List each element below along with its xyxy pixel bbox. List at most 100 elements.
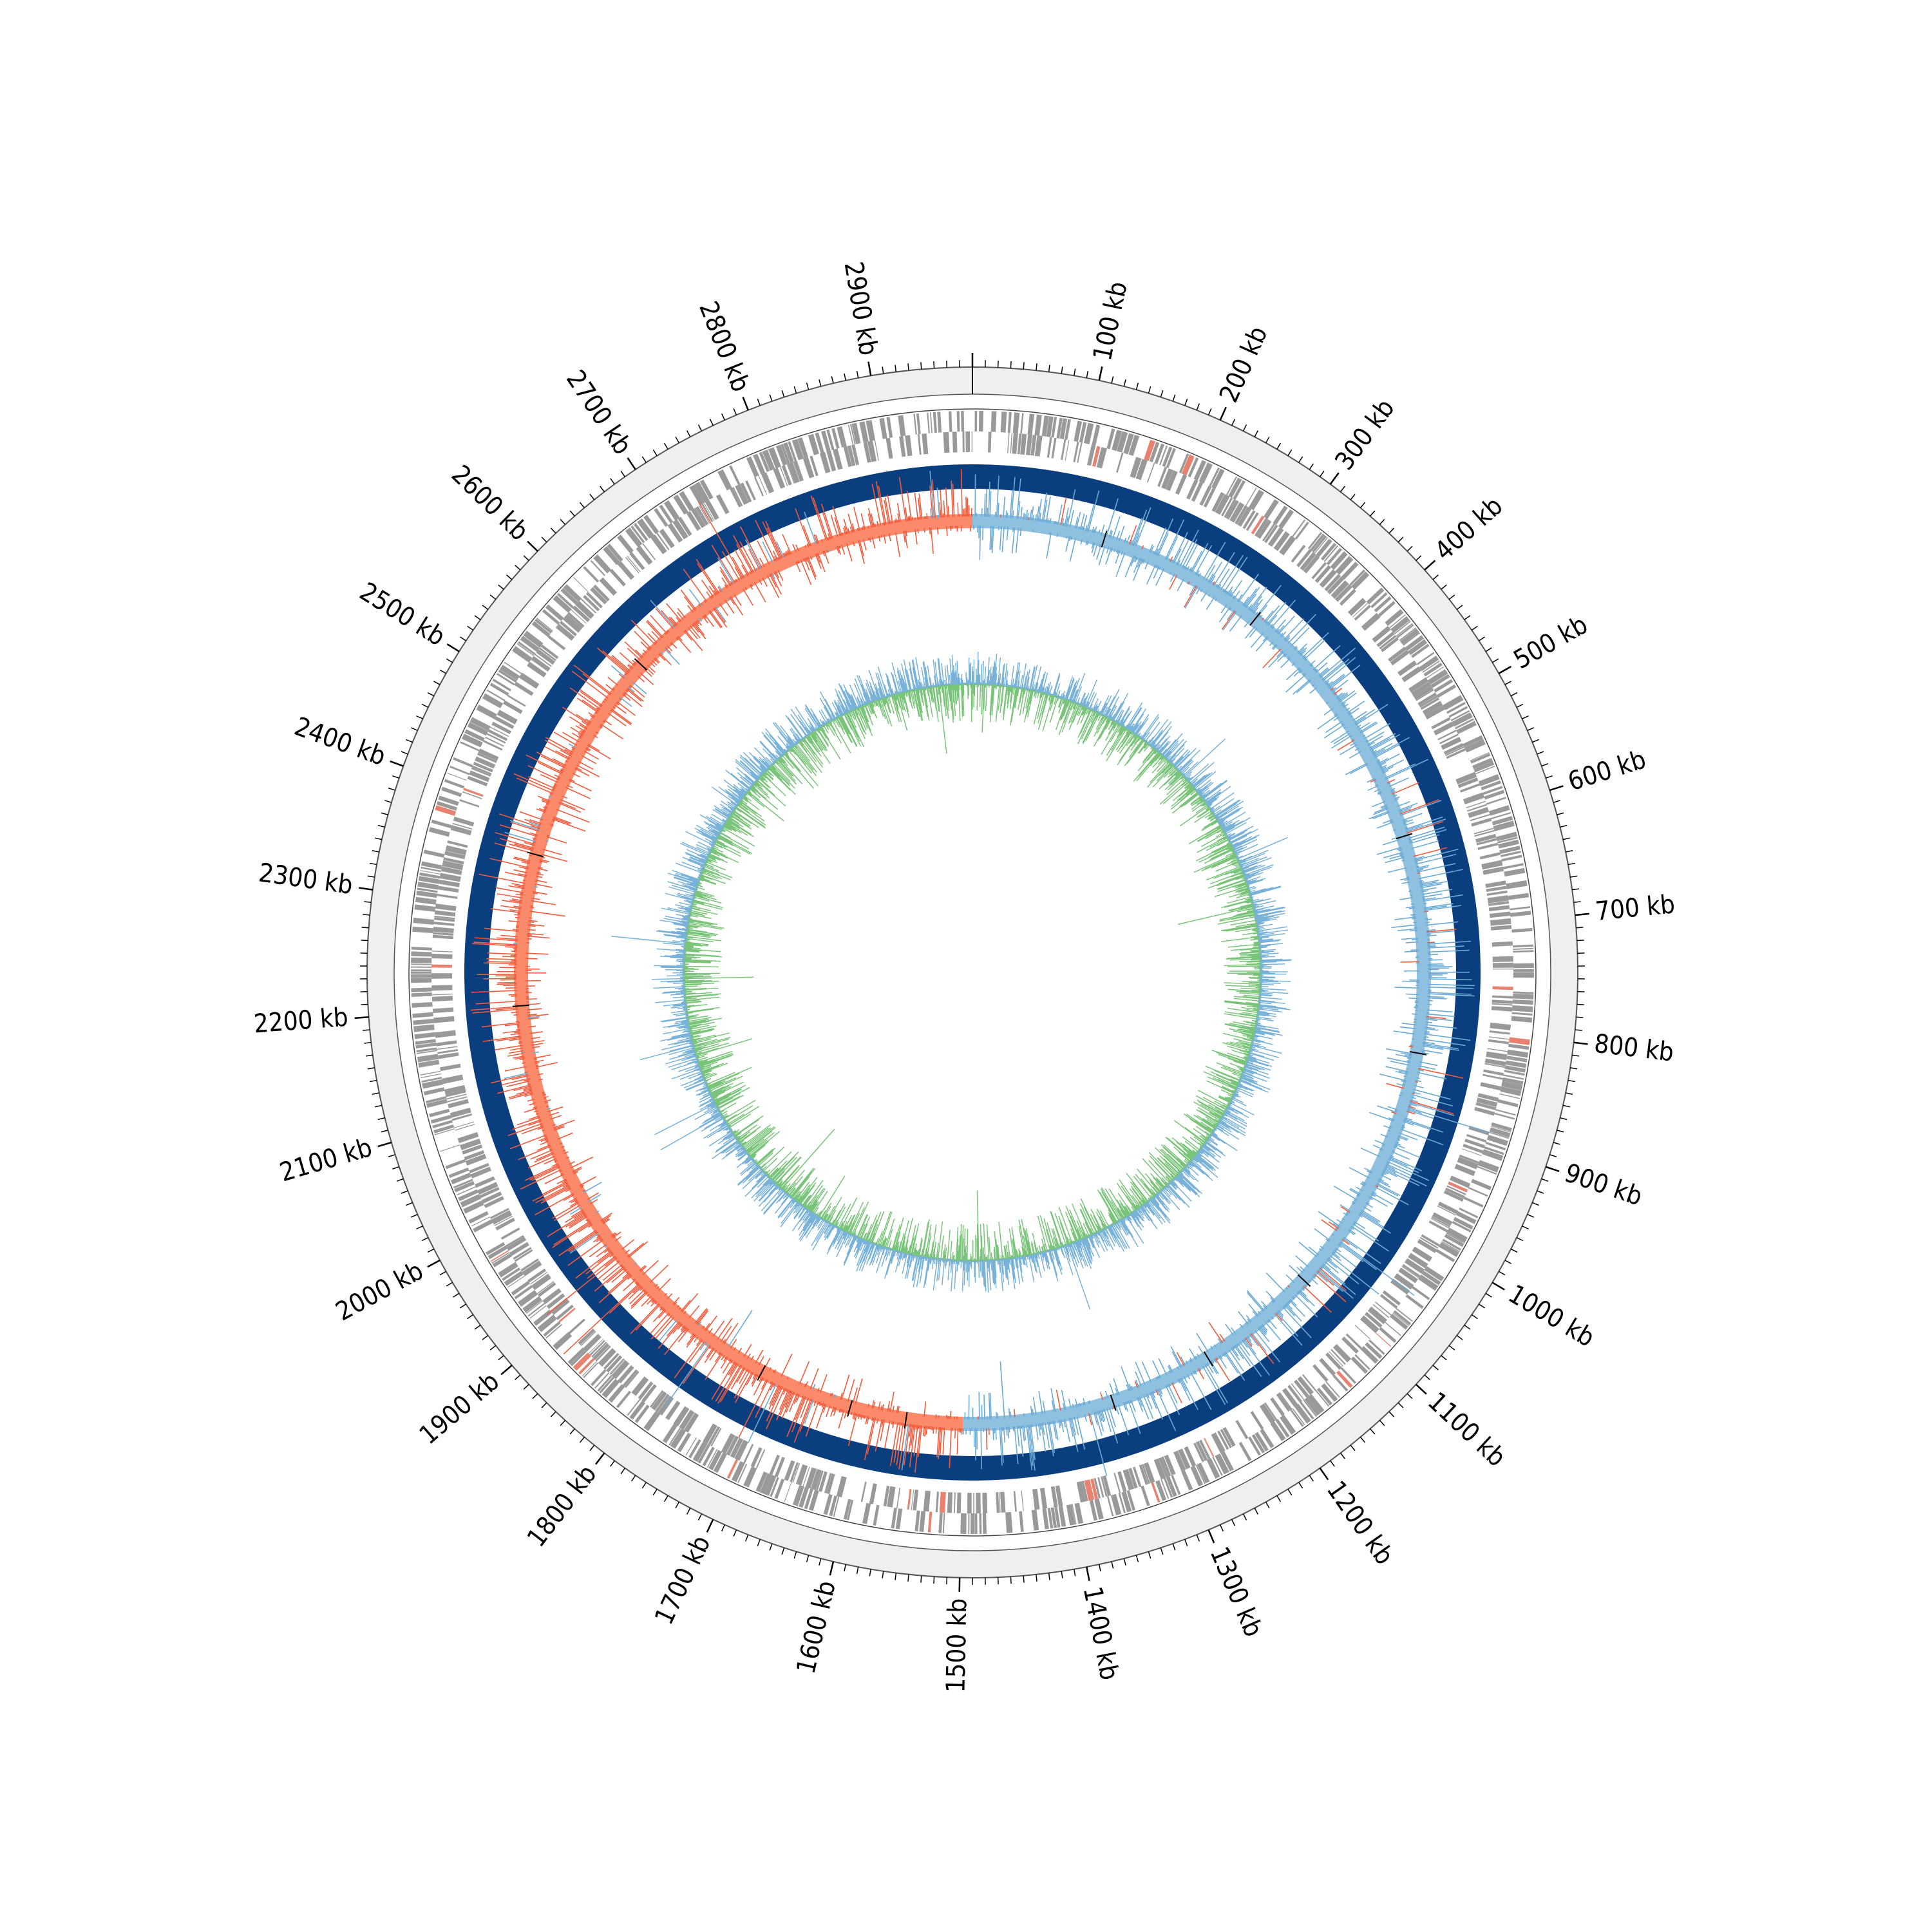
gc-skew-spike: [1086, 540, 1090, 545]
gc-skew-spike: [1146, 1393, 1150, 1398]
cds-feature: [1320, 542, 1337, 561]
gc-skew-spike: [1391, 790, 1396, 793]
gc-skew-spike: [1203, 542, 1226, 580]
cds-feature: [1255, 1432, 1269, 1452]
cds-feature: [677, 1432, 692, 1452]
gc-skew-spike: [833, 1406, 836, 1412]
cds-feature: [1510, 906, 1531, 911]
gc-skew-spike: [1387, 1129, 1391, 1132]
cds-feature: [1498, 839, 1519, 849]
cds-feature: [1211, 492, 1225, 513]
cds-feature: [1502, 863, 1524, 869]
gc-skew-spike: [1145, 1394, 1153, 1410]
gc-skew-spike: [1213, 551, 1235, 586]
gc-skew-spike: [1336, 1218, 1343, 1224]
cds-feature: [1491, 1122, 1512, 1132]
gc-content-spike-out: [1260, 954, 1269, 956]
gc-skew-spike: [1010, 477, 1016, 518]
gc-skew-spike: [1260, 1300, 1268, 1309]
gc-skew-spike: [1084, 1414, 1087, 1422]
gc-skew-spike: [804, 1381, 808, 1388]
cds-feature: [1482, 866, 1504, 875]
cds-feature: [1506, 1057, 1528, 1063]
cds-feature: [1513, 972, 1534, 978]
gc-skew-spike: [1251, 602, 1259, 612]
cds-feature: [1474, 829, 1495, 837]
gc-skew-spike: [518, 1041, 522, 1043]
cds-feature: [462, 1144, 483, 1155]
gc-skew-spike: [1141, 1361, 1152, 1383]
cds-feature: [558, 1307, 576, 1323]
gc-skew-spike: [1157, 1376, 1159, 1379]
gc-skew-spike: [1361, 1181, 1367, 1184]
cds-feature: [431, 951, 453, 952]
cds-feature: [1314, 537, 1329, 554]
cds-feature: [498, 1262, 518, 1278]
cds-feature: [774, 1478, 785, 1499]
gc-skew-spike: [1412, 1091, 1421, 1095]
cds-feature: [1492, 968, 1513, 970]
gc-skew-spike: [1414, 1084, 1424, 1088]
gc-skew-spike: [1422, 893, 1443, 898]
gc-skew-spike: [1258, 614, 1262, 618]
cds-feature: [1303, 554, 1320, 574]
cds-feature: [1319, 1358, 1336, 1376]
cds-feature: [1130, 457, 1142, 478]
gc-skew-spike: [1323, 724, 1345, 739]
cds-feature: [1367, 1306, 1387, 1325]
minor-tick: [1448, 594, 1455, 600]
gc-skew-spike: [1377, 760, 1381, 763]
gc-skew-spike: [1371, 1192, 1394, 1206]
cds-feature: [793, 460, 804, 482]
gc-skew-spike: [1338, 1244, 1343, 1248]
major-tick: [1219, 406, 1227, 421]
gc-skew-spike: [1098, 1410, 1103, 1422]
cds-feature: [1511, 1012, 1533, 1016]
gc-skew-spike: [1209, 562, 1223, 583]
minor-tick: [1432, 1365, 1439, 1370]
cds-feature: [516, 643, 535, 656]
cds-feature: [423, 1087, 445, 1095]
cds-feature: [465, 1153, 487, 1166]
cds-feature: [1501, 855, 1522, 862]
gc-skew-spike: [847, 1379, 855, 1402]
cds-feature: [1419, 695, 1439, 708]
gc-skew-spike: [1230, 580, 1242, 597]
gc-skew-spike: [1294, 647, 1298, 650]
gc-skew-spike: [1385, 763, 1416, 779]
gc-skew-spike: [1320, 647, 1356, 678]
gc-skew-spike: [1398, 1070, 1408, 1074]
gc-skew-spike: [1257, 1327, 1270, 1342]
gc-skew-spike: [1023, 1413, 1025, 1417]
gc-skew-spike: [1289, 1265, 1302, 1276]
cds-feature: [1484, 1063, 1506, 1068]
cds-feature: [833, 1496, 840, 1517]
cds-feature: [438, 795, 459, 806]
gc-skew-spike: [1280, 632, 1283, 637]
cds-feature: [504, 661, 522, 674]
gc-skew-spike: [1328, 675, 1345, 689]
gc-skew-spike: [1169, 571, 1172, 575]
gc-skew-spike: [1036, 506, 1040, 522]
gc-skew-spike: [1285, 674, 1306, 693]
gc-skew-spike: [779, 1389, 790, 1410]
gc-skew-spike: [770, 1381, 772, 1385]
gc-content-spike-out: [1251, 898, 1254, 900]
cds-feature: [1491, 1126, 1511, 1133]
cds-feature: [1354, 1354, 1370, 1370]
gc-skew-spike: [1233, 590, 1240, 600]
gc-skew-spike: [1300, 650, 1307, 656]
cds-feature: [887, 1486, 896, 1508]
gc-skew-spike: [1402, 980, 1419, 982]
gc-skew-spike: [1074, 1416, 1079, 1435]
gc-skew-spike: [1119, 526, 1125, 541]
cds-feature: [1422, 660, 1441, 673]
cds-feature: [1296, 549, 1312, 567]
cds-feature: [412, 1012, 433, 1018]
cds-feature: [411, 974, 432, 978]
cds-feature: [1511, 1016, 1533, 1023]
gc-skew-spike: [1215, 584, 1218, 588]
cds-feature: [1275, 1419, 1290, 1438]
gc-skew-spike: [1191, 542, 1209, 573]
cds-feature: [523, 630, 544, 648]
